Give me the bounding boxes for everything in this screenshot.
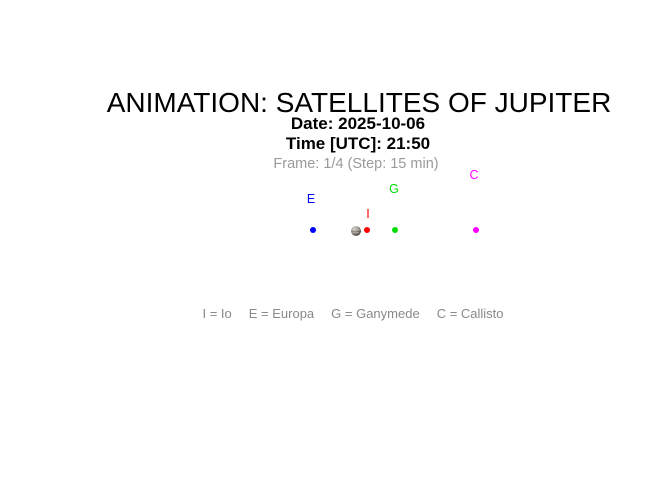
frame-status-text: Frame: 1/4 (Step: 15 min)	[273, 156, 439, 172]
label-io: I	[366, 206, 370, 221]
legend-item-europa: E = Europa	[248, 306, 315, 321]
jupiter-disc-icon	[351, 226, 361, 236]
page-title: ANIMATION: SATELLITES OF JUPITER	[106, 87, 612, 118]
legend: I = Io E = Europa G = Ganymede C = Calli…	[202, 306, 503, 321]
marker-ganymede	[392, 227, 398, 233]
legend-item-ganymede: G = Ganymede	[331, 306, 420, 321]
marker-europa	[310, 227, 316, 233]
marker-io	[364, 227, 370, 233]
marker-callisto	[473, 227, 479, 233]
legend-item-io: I = Io	[202, 306, 232, 321]
label-ganymede: G	[389, 181, 399, 196]
time-text: Time [UTC]: 21:50	[285, 134, 431, 153]
label-callisto: C	[469, 167, 479, 182]
label-europa: E	[306, 191, 316, 206]
legend-item-callisto: C = Callisto	[436, 306, 504, 321]
date-text: Date: 2025-10-06	[290, 114, 426, 133]
